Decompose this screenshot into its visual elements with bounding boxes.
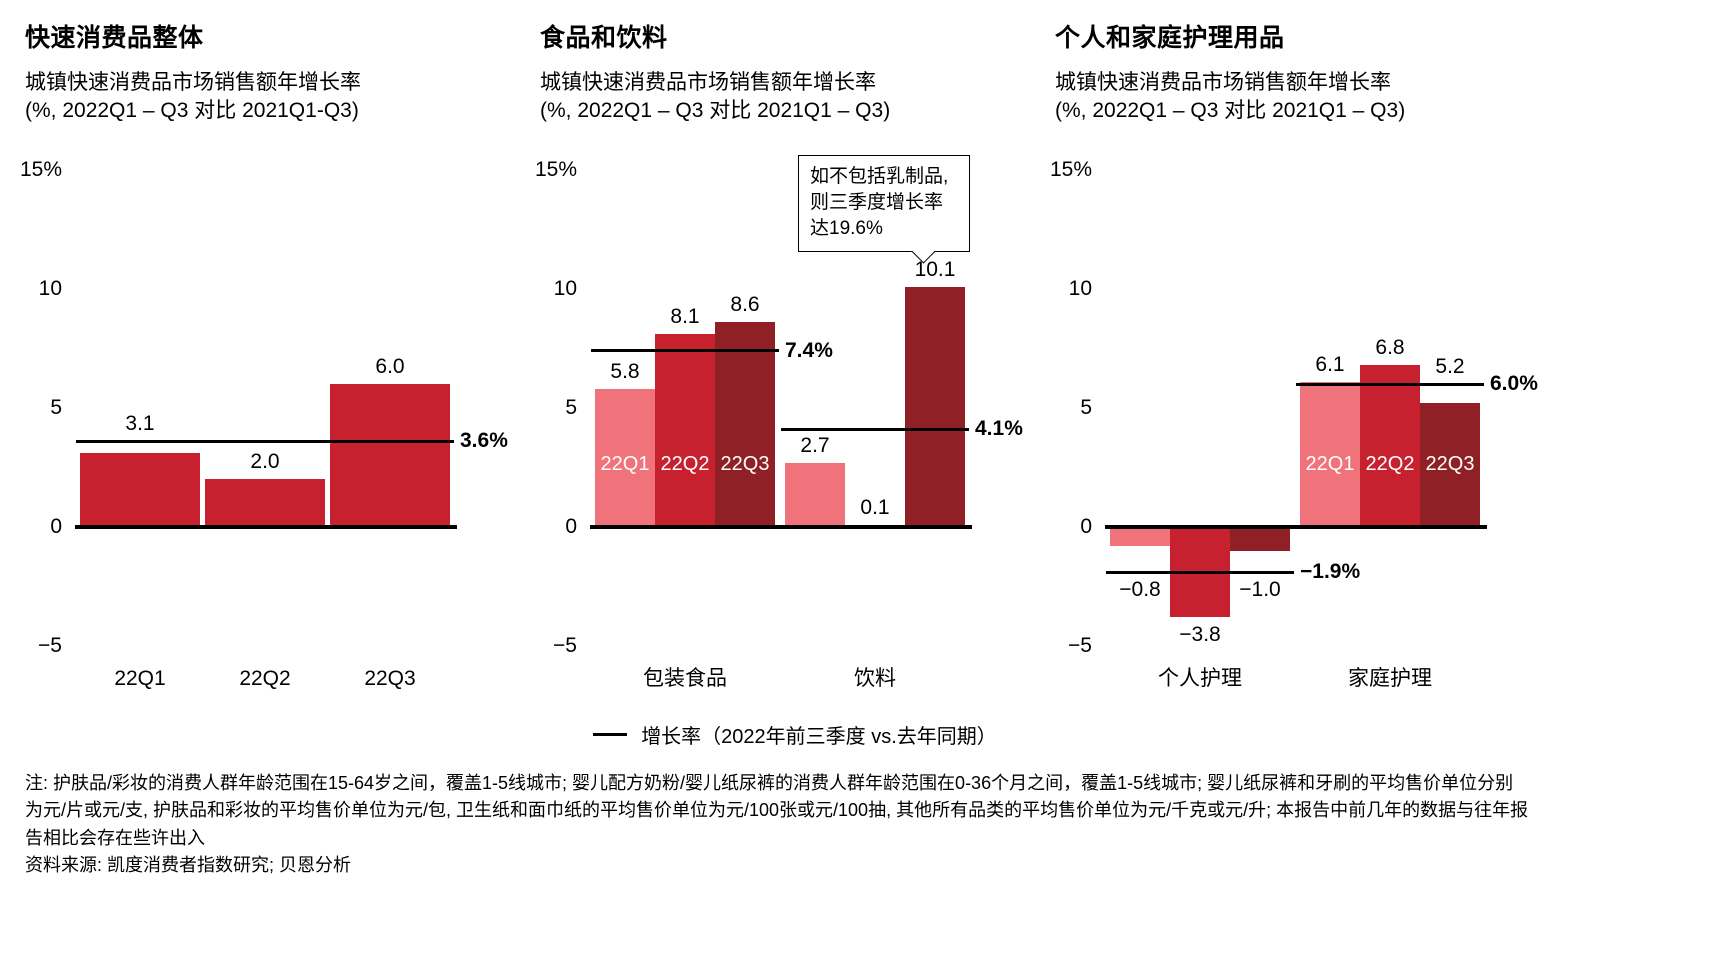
bar-value-label: 5.2	[1435, 355, 1465, 379]
plot-2: 15% 10 5 0 −5 −0.8 −3.8 −1.0 −1.9% 个人护理 6.1 22Q1 6.8…	[1050, 158, 1560, 710]
bar-value-label: −0.8	[1119, 578, 1161, 602]
bar-value-label: 2.7	[800, 433, 830, 457]
chart-subtitle: 城镇快速消费品市场销售额年增长率 (%, 2022Q1 – Q3 对比 2021…	[1055, 71, 1406, 122]
footnote: 注: 护肤品/彩妆的消费人群年龄范围在15-64岁之间，覆盖1-5线城市; 婴儿…	[25, 770, 1530, 879]
average-growth-label: 3.6%	[460, 429, 508, 453]
bar-22Q3	[330, 384, 450, 527]
bar-quarter-label: 22Q2	[1365, 453, 1415, 475]
bar-quarter-label: 22Q3	[720, 453, 770, 475]
chart-title: 食品和饮料	[540, 24, 668, 52]
bar-22Q2	[655, 334, 715, 527]
bar-22Q1	[1110, 527, 1170, 547]
bar-22Q2	[205, 479, 325, 527]
x-category-label: 包装食品	[643, 667, 727, 690]
average-growth-label: −1.9%	[1300, 560, 1361, 584]
y-tick-label: 5	[1080, 396, 1092, 419]
x-category-label: 22Q1	[114, 667, 166, 690]
chart-subtitle: 城镇快速消费品市场销售额年增长率 (%, 2022Q1 – Q3 对比 2021…	[540, 71, 891, 122]
y-tick-label: 10	[1068, 277, 1092, 300]
bar-22Q1	[785, 462, 845, 527]
bar-value-label: 8.1	[670, 305, 700, 329]
y-tick-label: −5	[553, 634, 577, 657]
average-growth-label: 6.0%	[1490, 372, 1538, 396]
bar-value-label: 6.1	[1315, 352, 1345, 376]
bar-22Q3	[715, 322, 775, 527]
panel-fmcg-overall: 快速消费品整体 城镇快速消费品市场销售额年增长率 (%, 2022Q1 – Q3…	[20, 18, 530, 690]
y-tick-label: 15%	[19, 158, 62, 181]
bar-value-label: −1.0	[1239, 578, 1281, 602]
legend: 增长率（2022年前三季度 vs.去年同期）	[0, 720, 1590, 748]
dairy-exclusion-annotation: 如不包括乳制品, 则三季度增长率 达19.6%	[798, 155, 970, 252]
y-tick-label: 5	[50, 396, 62, 419]
bar-22Q3	[1230, 527, 1290, 551]
bar-value-label: 2.0	[250, 450, 280, 474]
footnote-source: 资料来源: 凯度消费者指数研究; 贝恩分析	[25, 855, 352, 876]
average-growth-label: 4.1%	[975, 417, 1023, 441]
average-growth-line	[1106, 570, 1294, 574]
x-axis-line	[1105, 525, 1487, 529]
y-tick-label: 10	[38, 277, 62, 300]
x-category-label: 个人护理	[1158, 667, 1242, 690]
y-tick-label: 15%	[1049, 158, 1092, 181]
bar-value-label: 8.6	[730, 293, 760, 317]
footnote-note: 注: 护肤品/彩妆的消费人群年龄范围在15-64岁之间，覆盖1-5线城市; 婴儿…	[25, 773, 1529, 848]
chart-title: 快速消费品整体	[25, 24, 204, 52]
bar-value-label: 3.1	[125, 412, 155, 436]
bar-22Q3	[905, 286, 965, 527]
y-tick-label: 10	[553, 277, 577, 300]
plot-1: 15% 10 5 0 −5 5.8 22Q1 8.1 22Q2 8.6 22Q3 7.4% 包装食品 2.…	[535, 158, 1045, 710]
bar-quarter-label: 22Q1	[1305, 453, 1355, 475]
x-axis-line	[590, 525, 972, 529]
y-tick-label: 5	[565, 396, 577, 419]
x-category-label: 家庭护理	[1348, 667, 1432, 690]
y-tick-label: −5	[38, 634, 62, 657]
bar-value-label: 6.8	[1375, 336, 1405, 360]
plot-0: 15% 10 5 0 −5 3.1 22Q1 2.0 22Q2 6.0 22Q3 3.6%	[20, 158, 530, 710]
bar-22Q3	[1420, 403, 1480, 527]
bar-quarter-label: 22Q1	[600, 453, 650, 475]
y-tick-label: −5	[1068, 634, 1092, 657]
average-growth-line	[591, 349, 779, 353]
average-growth-line	[1296, 382, 1484, 386]
average-growth-label: 7.4%	[785, 338, 833, 362]
y-tick-label: 0	[50, 515, 62, 538]
bar-22Q1	[80, 453, 200, 527]
chart-title: 个人和家庭护理用品	[1055, 24, 1285, 52]
y-tick-label: 0	[565, 515, 577, 538]
y-tick-label: 0	[1080, 515, 1092, 538]
x-category-label: 22Q3	[364, 667, 416, 690]
x-category-label: 22Q2	[239, 667, 291, 690]
panel-personal-home-care: 个人和家庭护理用品 城镇快速消费品市场销售额年增长率 (%, 2022Q1 – …	[1050, 18, 1560, 690]
bar-22Q2	[1360, 365, 1420, 527]
legend-label: 增长率（2022年前三季度 vs.去年同期）	[641, 725, 997, 748]
average-growth-line	[76, 439, 454, 443]
x-category-label: 饮料	[854, 667, 896, 690]
bar-quarter-label: 22Q2	[660, 453, 710, 475]
bar-22Q1	[595, 388, 655, 527]
bar-22Q1	[1300, 381, 1360, 527]
x-axis-line	[75, 525, 457, 529]
chart-subtitle: 城镇快速消费品市场销售额年增长率 (%, 2022Q1 – Q3 对比 2021…	[25, 71, 361, 122]
bar-value-label: 5.8	[610, 359, 640, 383]
panel-food-beverage: 食品和饮料 城镇快速消费品市场销售额年增长率 (%, 2022Q1 – Q3 对…	[535, 18, 1045, 690]
average-growth-line	[781, 427, 969, 431]
bar-value-label: 0.1	[860, 495, 890, 519]
growth-rate-line-icon	[593, 732, 628, 736]
bar-value-label: −3.8	[1179, 623, 1221, 647]
y-tick-label: 15%	[534, 158, 577, 181]
bar-quarter-label: 22Q3	[1425, 453, 1475, 475]
bar-value-label: 10.1	[914, 257, 956, 281]
bar-value-label: 6.0	[375, 355, 405, 379]
